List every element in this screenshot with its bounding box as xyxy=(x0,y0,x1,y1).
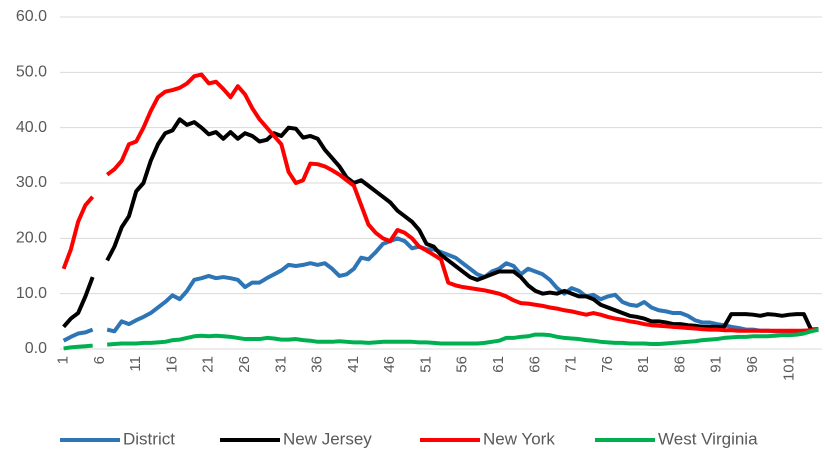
x-tick-label: 6 xyxy=(91,356,108,364)
x-tick-label: 46 xyxy=(381,356,398,373)
y-tick-label: 30.0 xyxy=(16,174,47,191)
y-tick-label: 20.0 xyxy=(16,230,47,247)
series-line xyxy=(62,117,819,332)
x-tick-label: 26 xyxy=(236,356,253,373)
x-tick-label: 61 xyxy=(490,356,507,373)
series-line xyxy=(62,236,819,343)
x-tick-label: 96 xyxy=(744,356,761,373)
y-tick-label: 50.0 xyxy=(16,64,47,81)
y-tick-label: 40.0 xyxy=(16,119,47,136)
x-tick-label: 11 xyxy=(127,356,144,372)
x-tick-label: 101 xyxy=(780,356,797,381)
x-tick-label: 16 xyxy=(163,356,180,373)
y-tick-label: 10.0 xyxy=(16,285,47,302)
x-tick-label: 66 xyxy=(526,356,543,373)
x-tick-label: 56 xyxy=(454,356,471,373)
series-line xyxy=(63,327,819,351)
x-tick-label: 86 xyxy=(671,356,688,373)
x-tick-label: 31 xyxy=(272,356,289,373)
x-tick-label: 81 xyxy=(635,356,652,373)
x-tick-label: 36 xyxy=(309,356,326,373)
y-tick-label: 0.0 xyxy=(25,340,47,357)
x-tick-label: 91 xyxy=(708,356,725,373)
legend-label: District xyxy=(123,429,175,448)
x-tick-label: 71 xyxy=(563,356,580,373)
x-tick-label: 41 xyxy=(345,356,362,373)
legend-label: New Jersey xyxy=(283,429,372,448)
x-tick-label: 51 xyxy=(417,356,434,373)
x-tick-label: 21 xyxy=(200,356,217,373)
x-tick-label: 1 xyxy=(55,356,72,364)
x-tick-label: 76 xyxy=(599,356,616,373)
legend-label: New York xyxy=(483,429,555,448)
y-tick-label: 60.0 xyxy=(16,8,47,25)
series-line xyxy=(61,72,819,333)
legend-label: West Virginia xyxy=(658,429,758,448)
